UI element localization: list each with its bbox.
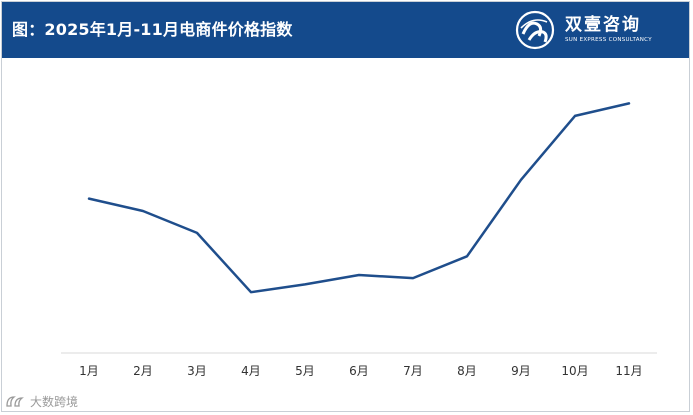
- x-tick-label: 1月: [79, 364, 99, 378]
- x-tick-label: 5月: [295, 364, 315, 378]
- x-tick-label: 8月: [457, 364, 477, 378]
- x-tick-label: 7月: [403, 364, 423, 378]
- watermark: 大数跨境: [4, 392, 78, 410]
- x-tick-label: 9月: [511, 364, 531, 378]
- x-tick-label: 2月: [133, 364, 153, 378]
- x-tick-label: 4月: [241, 364, 261, 378]
- x-tick-label: 11月: [615, 364, 642, 378]
- company-logo: 双壹咨询 SUN EXPRESS CONSULTANCY: [515, 8, 675, 52]
- logo-name-cn: 双壹咨询: [565, 15, 641, 35]
- chart-title: 图：2025年1月-11月电商件价格指数: [12, 20, 293, 39]
- logo-swirl-icon: [515, 10, 555, 50]
- x-tick-label: 3月: [187, 364, 207, 378]
- watermark-text: 大数跨境: [30, 394, 79, 409]
- watermark-logo-icon: [6, 395, 24, 407]
- logo-name-en: SUN EXPRESS CONSULTANCY: [565, 37, 652, 43]
- x-tick-label: 6月: [349, 364, 369, 378]
- x-tick-label: 10月: [561, 364, 588, 378]
- title-bar: 图：2025年1月-11月电商件价格指数 双壹咨询 SUN EXPRESS CO…: [2, 2, 689, 58]
- series-line: [87, 102, 631, 294]
- x-tick-labels: 1月 2月 3月 4月 5月 6月 7月 8月 9月 10月 11月: [79, 364, 642, 378]
